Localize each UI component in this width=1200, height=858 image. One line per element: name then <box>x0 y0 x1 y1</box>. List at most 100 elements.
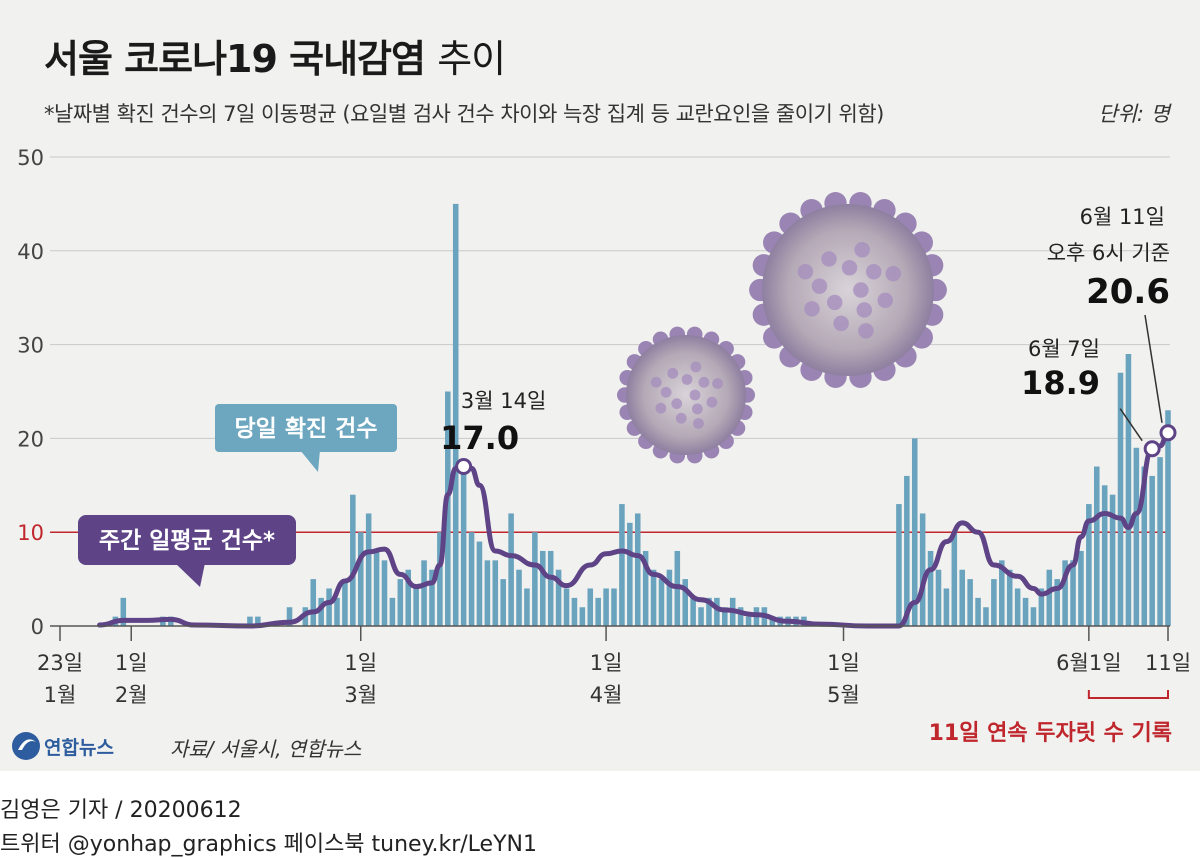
record-note: 11일 연속 두자릿 수 기록 <box>929 721 1172 746</box>
daily-bar <box>706 597 712 626</box>
x-tick-month: 4월 <box>590 683 623 707</box>
y-tick-label: 50 <box>17 146 44 170</box>
daily-bar <box>342 579 348 626</box>
virus-spike <box>854 241 870 258</box>
x-tick-month: 2월 <box>115 683 148 707</box>
daily-bar <box>405 569 411 626</box>
record-bracket-line <box>1087 690 1169 699</box>
daily-bar <box>334 597 340 626</box>
virus-spike <box>856 302 873 318</box>
daily-bar <box>247 616 253 626</box>
virus-spike <box>885 265 902 282</box>
daily-bar <box>1038 588 1045 626</box>
virus-illustrations <box>617 191 947 464</box>
y-axis-ticks: 0 10 20 30 40 50 <box>17 146 44 639</box>
daily-bar <box>476 541 483 626</box>
y-tick-label: 40 <box>17 240 44 264</box>
daily-bar <box>745 616 752 626</box>
bars-callout-tail <box>300 450 320 472</box>
daily-bar <box>1070 560 1076 626</box>
daily-bar <box>1141 466 1148 626</box>
daily-bar <box>951 532 958 626</box>
daily-bar <box>967 579 973 626</box>
daily-bar <box>698 607 704 626</box>
annotation-date: 6월 7일 <box>1028 337 1100 361</box>
virus-spike <box>841 260 858 276</box>
daily-bar <box>555 569 562 626</box>
daily-bar <box>1165 410 1171 626</box>
virus-spike <box>821 251 837 267</box>
annotation-value: 17.0 <box>440 419 519 457</box>
daily-bar <box>579 607 586 626</box>
daily-bar <box>595 597 601 626</box>
daily-bar <box>1046 569 1053 626</box>
annotation-time: 오후 6시 기준 <box>1047 241 1170 265</box>
daily-bar <box>1062 560 1068 626</box>
x-tick-day: 1일 <box>590 651 623 675</box>
annotation-marker <box>1143 440 1161 458</box>
daily-bar <box>286 607 293 626</box>
daily-bar <box>927 550 934 626</box>
daily-bar <box>508 513 514 626</box>
daily-bar <box>666 569 673 626</box>
daily-bar <box>714 597 720 626</box>
daily-bar <box>627 522 633 626</box>
chart-subtitle: *날짜별 확진 건수의 7일 이동평균 (요일별 검사 건수 차이와 늑장 집계… <box>44 102 884 126</box>
social-links: 트위터 @yonhap_graphics 페이스북 tuney.kr/LeYN1 <box>0 832 537 857</box>
x-tick-day: 1일 <box>827 651 860 675</box>
virus-spike <box>690 361 702 373</box>
unit-label: 단위: 명 <box>1098 102 1170 126</box>
daily-bar <box>563 588 570 626</box>
daily-bar <box>1054 579 1060 626</box>
annotation-leader <box>1119 408 1143 442</box>
daily-bar <box>975 597 981 626</box>
daily-bar <box>658 579 665 626</box>
virus-spike <box>877 292 893 309</box>
daily-bar <box>318 597 324 626</box>
virus-spike <box>826 294 843 311</box>
daily-bar <box>120 597 127 626</box>
virus-spike <box>667 367 679 379</box>
virus-body <box>762 204 934 376</box>
title-suffix-text: 추이 <box>437 37 506 81</box>
daily-bar <box>1109 494 1116 626</box>
daily-bar <box>468 532 475 626</box>
daily-bar <box>310 579 317 626</box>
daily-bar <box>437 532 443 626</box>
daily-bar <box>326 588 332 626</box>
x-tick-month: 5월 <box>827 683 860 707</box>
daily-bar <box>911 438 918 626</box>
daily-bar <box>619 504 625 626</box>
daily-bar <box>1006 569 1013 626</box>
daily-bar <box>943 588 950 626</box>
source-text: 자료/ 서울시, 연합뉴스 <box>170 737 362 761</box>
virus-spike <box>689 389 701 401</box>
logo-text: 연합뉴스 <box>44 737 114 759</box>
x-tick-day: 1일 <box>344 651 377 675</box>
daily-bar <box>983 607 989 626</box>
daily-bar <box>255 616 261 626</box>
virus-spike <box>865 264 882 280</box>
daily-bar <box>1022 597 1029 626</box>
daily-bar <box>919 513 926 626</box>
daily-bar <box>397 579 404 626</box>
daily-bar <box>571 597 578 626</box>
daily-bar <box>373 550 380 626</box>
daily-bar <box>413 588 419 626</box>
daily-bar <box>421 560 427 626</box>
virus-spike <box>693 418 704 429</box>
graphic-panel <box>0 0 1200 771</box>
title-main-text: 서울 코로나19 국내감염 <box>44 37 426 81</box>
daily-bar <box>999 560 1005 626</box>
daily-bar <box>1149 475 1155 626</box>
daily-bar <box>935 569 942 626</box>
x-tick-day: 11일 <box>1145 651 1191 675</box>
daily-bar <box>603 588 609 626</box>
virus-spike <box>650 376 662 388</box>
virus-spike <box>833 315 849 332</box>
virus-spike <box>698 376 710 388</box>
line-callout-box <box>78 515 296 565</box>
virus-spike <box>853 282 869 298</box>
